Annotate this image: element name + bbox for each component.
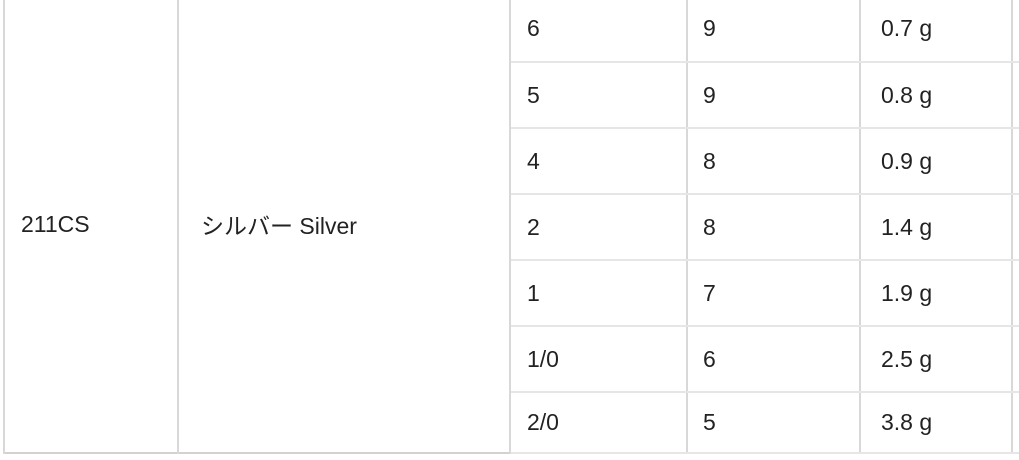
table-row: 2/0 5 3.8 g [4, 391, 1019, 454]
qty-cell: 6 [686, 325, 861, 393]
size-cell: 5 [509, 61, 688, 129]
qty-cell: 8 [686, 127, 861, 195]
color-cell: シルバー Silver [177, 0, 511, 453]
size-cell: 2/0 [509, 391, 688, 454]
table-row: 5 9 0.8 g [4, 61, 1019, 129]
clipped-cell [1011, 61, 1019, 129]
clipped-cell [1011, 127, 1019, 195]
table-row: 4 8 0.9 g [4, 127, 1019, 195]
size-cell: 1 [509, 259, 688, 327]
weight-cell: 2.5 g [859, 325, 1013, 393]
weight-cell: 0.9 g [859, 127, 1013, 195]
size-cell: 2 [509, 193, 688, 261]
qty-cell: 5 [686, 391, 861, 454]
size-cell: 1/0 [509, 325, 688, 393]
table-row: 2 8 1.4 g [4, 193, 1019, 261]
qty-cell: 8 [686, 193, 861, 261]
clipped-cell [1011, 391, 1019, 454]
clipped-cell [1011, 193, 1019, 261]
table-row: 1 7 1.9 g [4, 259, 1019, 327]
weight-cell: 0.7 g [859, 0, 1013, 63]
qty-cell: 7 [686, 259, 861, 327]
clipped-cell [1011, 0, 1019, 63]
weight-cell: 1.4 g [859, 193, 1013, 261]
clipped-cell [1011, 325, 1019, 393]
weight-cell: 1.9 g [859, 259, 1013, 327]
size-cell: 4 [509, 127, 688, 195]
table-row: 1/0 6 2.5 g [4, 325, 1019, 393]
size-cell: 6 [509, 0, 688, 63]
spec-table: 211CS シルバー Silver 6 9 0.7 g 5 9 0.8 g 4 … [3, 0, 1019, 454]
clipped-cell [1011, 259, 1019, 327]
table-row: 211CS シルバー Silver 6 9 0.7 g [3, 0, 1019, 453]
qty-cell: 9 [686, 0, 861, 63]
weight-cell: 3.8 g [859, 391, 1013, 454]
qty-cell: 9 [686, 61, 861, 129]
model-cell: 211CS [3, 0, 179, 453]
weight-cell: 0.8 g [859, 61, 1013, 129]
